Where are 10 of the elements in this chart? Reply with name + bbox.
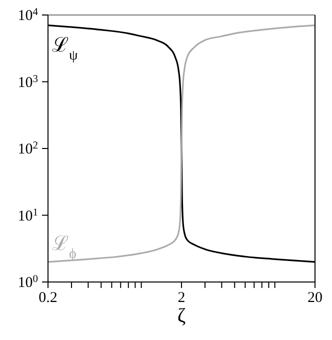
series-label: ℒ$_{ϕ}$	[52, 232, 76, 262]
x-tick-label: 0.2	[38, 290, 58, 306]
x-tick-label: 20	[308, 290, 322, 306]
x-tick-label: 2	[178, 290, 186, 306]
x-axis-title: ζ	[177, 305, 186, 327]
y-tick-label: 10$^{3}$	[18, 73, 38, 91]
series-label: ℒ$_{ψ}$	[52, 34, 78, 63]
y-tick-label: 10$^{0}$	[18, 274, 38, 291]
y-tick-label: 10$^{2}$	[18, 140, 38, 158]
y-tick-label: 10$^{1}$	[18, 206, 38, 224]
